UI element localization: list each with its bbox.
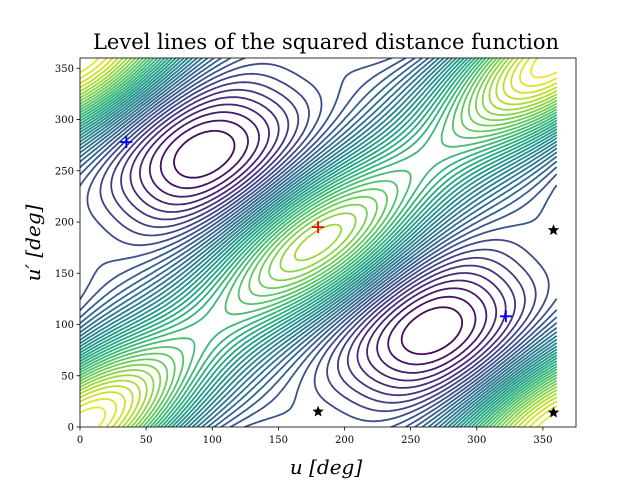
contour-level — [80, 58, 558, 427]
y-tick-label: 350 — [55, 64, 74, 75]
y-tick-label: 200 — [55, 218, 74, 229]
plus-marker — [499, 310, 512, 323]
y-tick-label: 150 — [55, 269, 74, 280]
y-axis-label: u′ [deg] — [21, 204, 45, 281]
contour-level — [99, 72, 537, 413]
contour-level — [86, 62, 550, 423]
markers — [120, 136, 560, 418]
contour-level — [80, 58, 558, 427]
contour-level — [80, 58, 558, 427]
contour-level — [159, 119, 477, 366]
star-marker — [312, 405, 324, 417]
contour-level — [80, 58, 558, 427]
y-tick-label: 50 — [61, 371, 74, 382]
contour-level — [80, 58, 558, 427]
star-marker — [547, 406, 560, 418]
x-tick-label: 100 — [203, 435, 222, 446]
plus-marker — [120, 136, 133, 149]
contour-level — [80, 58, 558, 427]
contour-level — [80, 58, 558, 427]
contour-level — [80, 58, 558, 427]
y-tick-label: 250 — [55, 166, 74, 177]
contour-level — [80, 58, 558, 427]
contour-level — [80, 58, 558, 427]
x-axis-label: u [deg] — [290, 455, 362, 479]
y-axis: 0 50 100 150 200 250 300 350 — [55, 64, 80, 434]
contour-level — [80, 58, 558, 427]
x-tick-label: 200 — [335, 435, 354, 446]
contour-level — [80, 58, 558, 427]
chart-title: Level lines of the squared distance func… — [93, 30, 559, 54]
contour-level — [80, 58, 558, 427]
contour-level — [80, 58, 558, 427]
y-tick-label: 300 — [55, 115, 74, 126]
x-tick-label: 300 — [467, 435, 486, 446]
contour-level — [80, 58, 558, 427]
contour-level — [80, 58, 558, 427]
contour-lines — [80, 58, 558, 427]
contour-level — [80, 58, 558, 427]
x-tick-label: 250 — [401, 435, 420, 446]
contour-level — [80, 58, 558, 427]
contour-level — [139, 103, 498, 382]
contour-level — [80, 58, 558, 427]
x-tick-label: 150 — [269, 435, 288, 446]
contour-level — [173, 130, 463, 355]
contour-level — [80, 58, 558, 427]
contour-level — [80, 58, 558, 427]
contour-level — [80, 58, 558, 427]
x-axis: 0 50 100 150 200 250 300 350 — [77, 427, 552, 446]
contour-level — [80, 58, 558, 427]
plot-frame — [79, 57, 577, 428]
contour-level — [80, 58, 558, 427]
x-tick-label: 0 — [77, 435, 83, 446]
contour-level — [110, 81, 526, 404]
contour-level — [80, 58, 558, 427]
x-tick-label: 350 — [533, 435, 552, 446]
contour-level — [80, 58, 558, 427]
contour-level — [80, 58, 558, 427]
x-tick-label: 50 — [140, 435, 153, 446]
contour-level — [129, 96, 507, 389]
plus-marker — [312, 221, 325, 234]
contour-level — [80, 58, 558, 427]
y-tick-label: 0 — [68, 423, 74, 434]
contour-level — [120, 88, 516, 397]
contour-level — [148, 111, 488, 374]
contour-level — [80, 58, 558, 427]
star-marker — [547, 224, 560, 236]
y-tick-label: 100 — [55, 320, 74, 331]
contour-level — [80, 58, 558, 427]
